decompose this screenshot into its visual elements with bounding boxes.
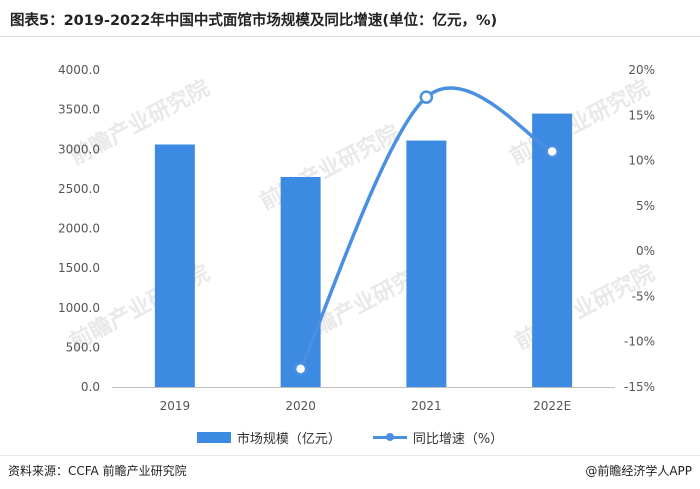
- bar-2019: [154, 144, 195, 387]
- left-axis-tick-label: 500.0: [66, 340, 100, 354]
- credit-note: @前瞻经济学人APP: [585, 464, 692, 478]
- growth-point-2020: [293, 362, 308, 376]
- growth-line: [299, 86, 553, 370]
- right-axis-tick-label: 15%: [628, 108, 655, 122]
- left-axis-tick-label: 3000.0: [58, 142, 100, 156]
- legend-label-bar: 市场规模（亿元）: [236, 431, 341, 447]
- x-axis-tick-label: 2019: [160, 399, 191, 413]
- bar-2020: [280, 176, 321, 387]
- x-axis-tick-label: 2020: [285, 399, 316, 413]
- left-axis-ticks: 0.0 500.0 1000.0 1500.0 2000.0 2500.0 3000.0 35…: [58, 63, 100, 394]
- right-axis-ticks: -15% -10% -5% 0% 5% 10% 15% 20%: [624, 63, 655, 394]
- legend-item-line: 同比增速（%）: [372, 428, 504, 447]
- growth-points-layer: [293, 90, 559, 376]
- right-axis-tick-label: 20%: [628, 63, 655, 77]
- left-axis-tick-label: 4000.0: [58, 63, 100, 77]
- legend: 市场规模（亿元） 同比增速（%）: [0, 427, 700, 447]
- right-axis-tick-label: -5%: [632, 289, 655, 303]
- right-axis-tick-label: 5%: [636, 199, 655, 213]
- title-divider: [0, 36, 700, 37]
- left-axis-tick-label: 2000.0: [58, 222, 100, 236]
- legend-swatch-bar: [196, 431, 231, 443]
- legend-label-line: 同比增速（%）: [412, 431, 504, 447]
- bar-2021: [406, 140, 447, 387]
- legend-item-bar: 市场规模（亿元）: [196, 428, 341, 447]
- right-axis-tick-label: 10%: [628, 154, 655, 168]
- chart-title: 图表5：2019-2022年中国中式面馆市场规模及同比增速(单位：亿元，%): [10, 13, 498, 29]
- left-axis-tick-label: 0.0: [81, 380, 100, 394]
- right-axis-tick-label: -15%: [624, 380, 655, 394]
- right-axis-tick-label: 0%: [636, 244, 655, 258]
- bar-2022E: [532, 113, 573, 388]
- left-axis-tick-label: 1500.0: [58, 261, 100, 275]
- left-axis-tick-label: 2500.0: [58, 182, 100, 196]
- bars-layer: [154, 113, 573, 388]
- x-axis-ticks: 2019 2020 2021 2022E: [160, 399, 572, 413]
- legend-swatch-line: [372, 431, 407, 443]
- footer-divider: [0, 455, 700, 456]
- growth-point-2021: [419, 90, 434, 104]
- left-axis-tick-label: 1000.0: [58, 301, 100, 315]
- x-axis-tick-label: 2022E: [533, 399, 571, 413]
- growth-point-2022E: [545, 144, 559, 159]
- left-axis-tick-label: 3500.0: [58, 103, 100, 117]
- right-axis-tick-label: -10%: [624, 335, 655, 349]
- source-note: 资料来源：CCFA 前瞻产业研究院: [8, 464, 187, 478]
- x-axis-tick-label: 2021: [411, 399, 442, 413]
